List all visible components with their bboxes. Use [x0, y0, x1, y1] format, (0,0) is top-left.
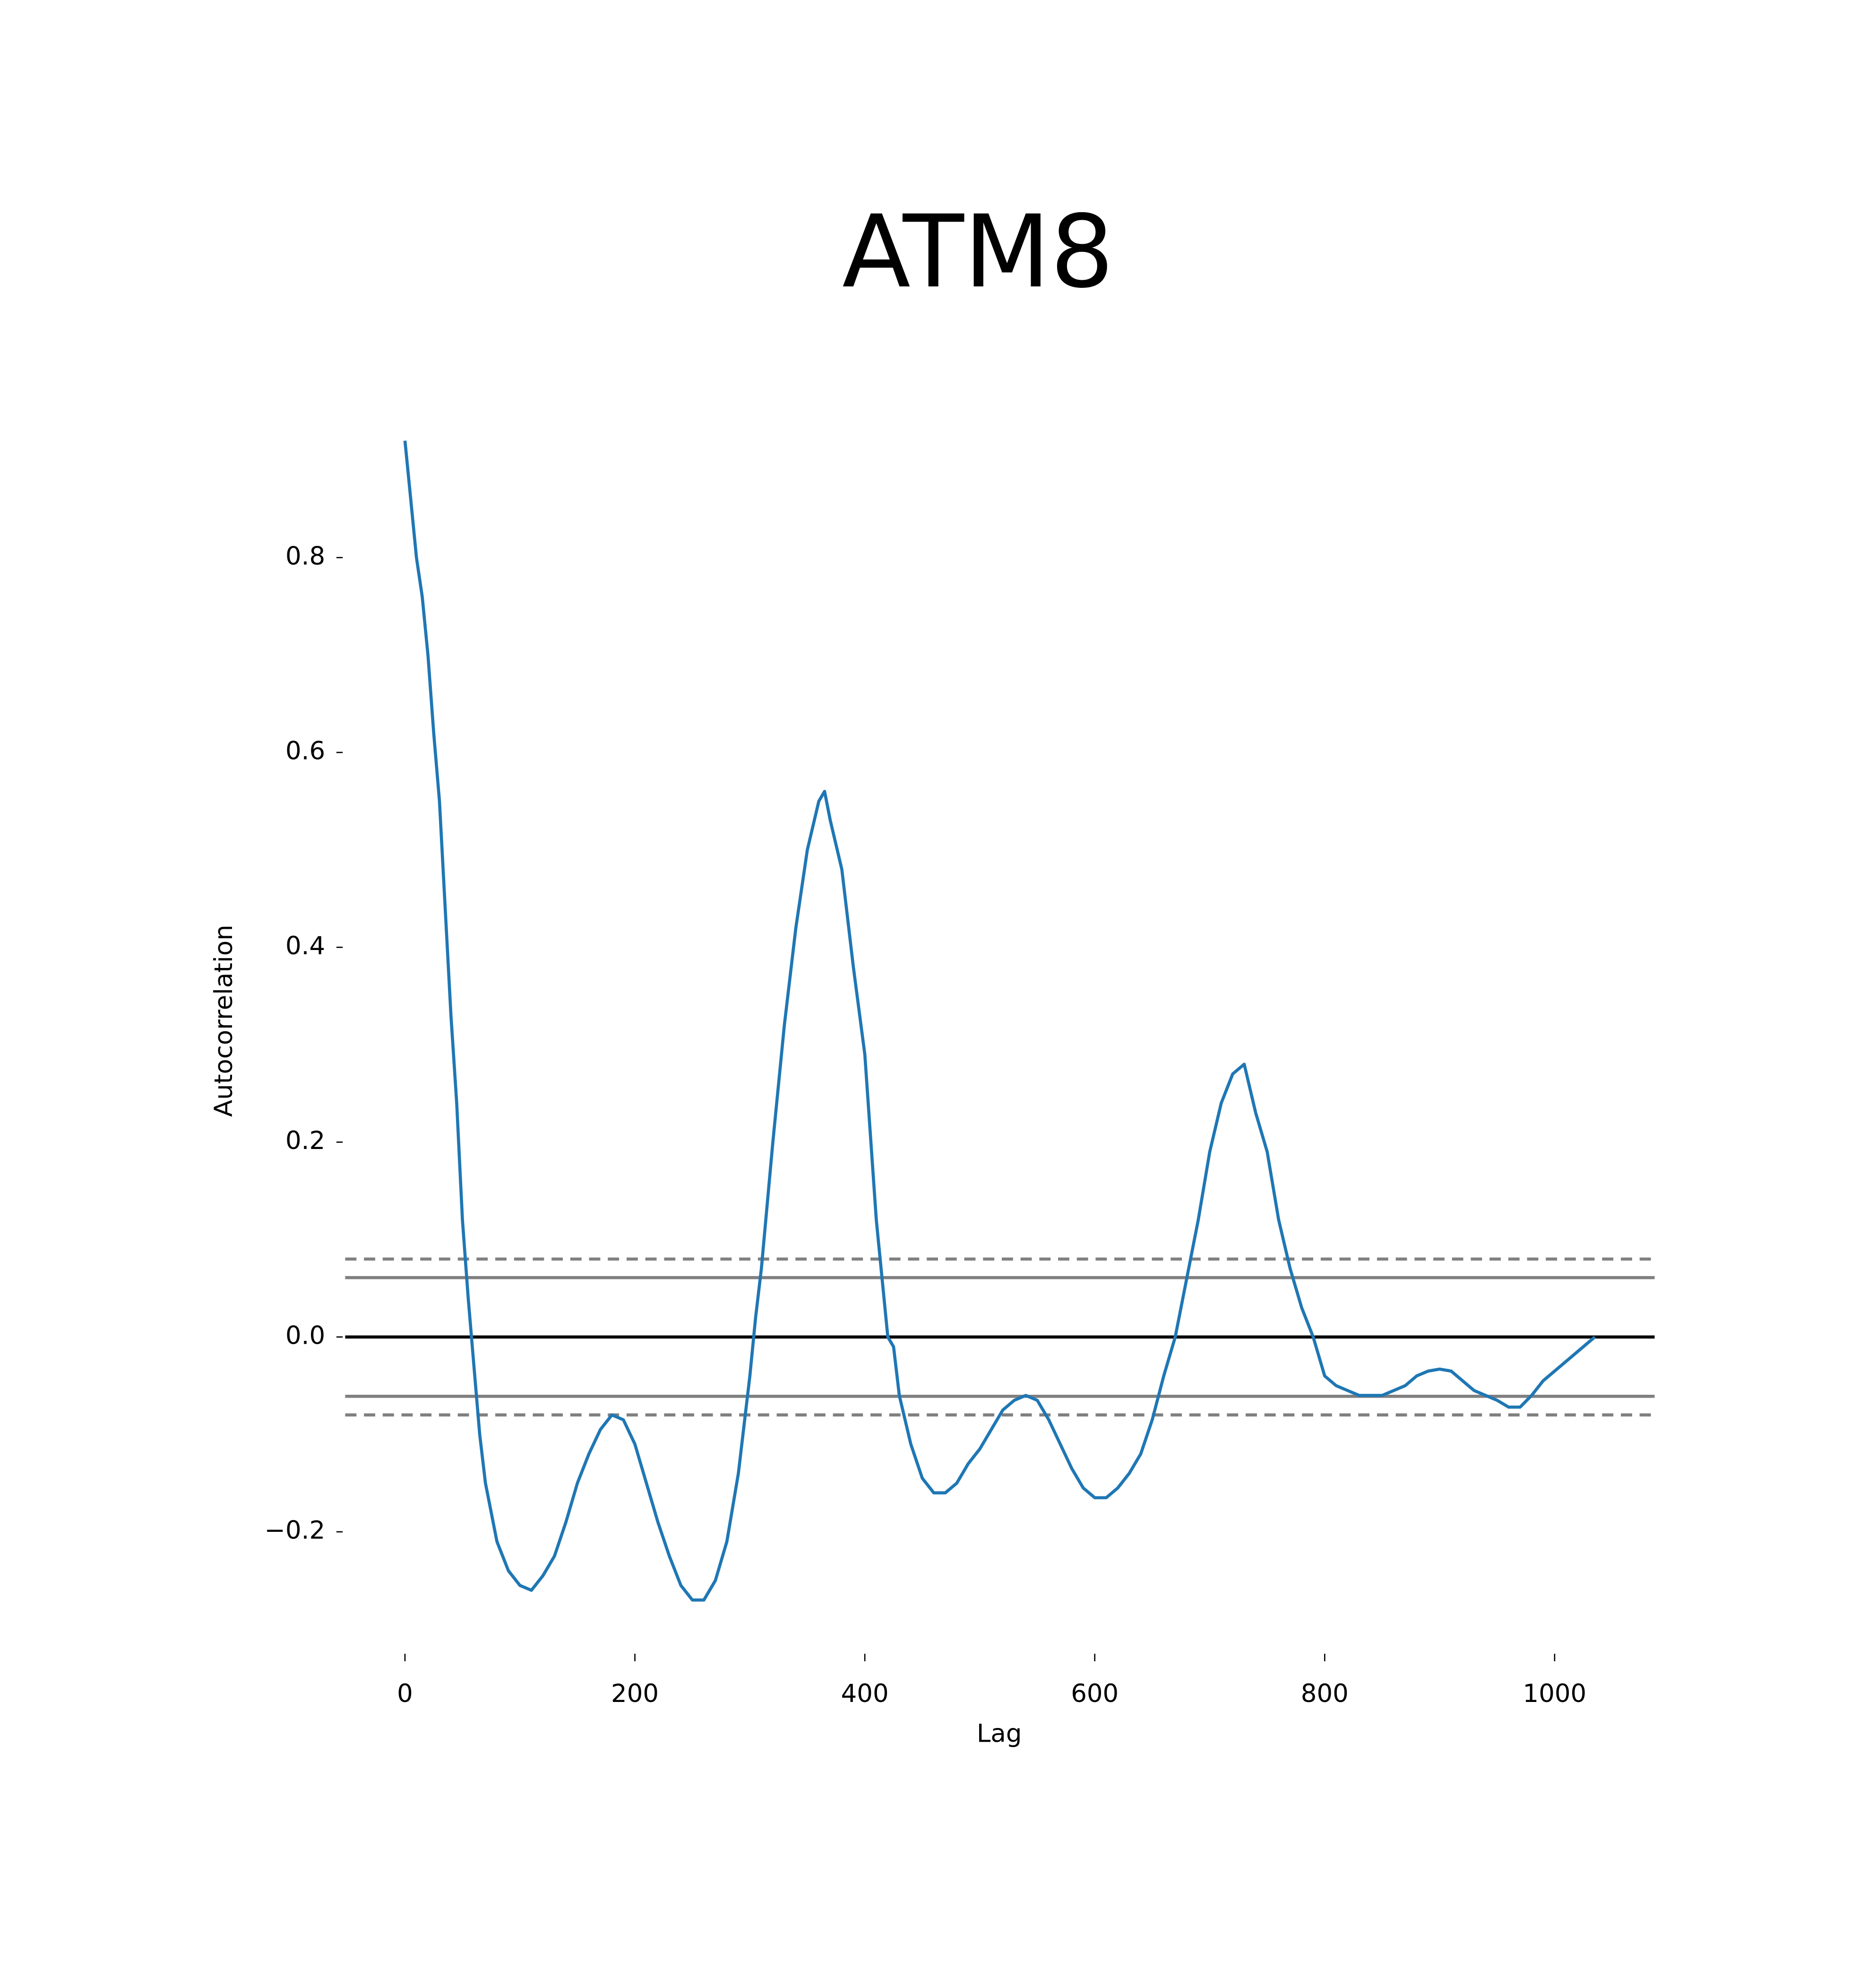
y-axis-label: Autocorrelation [209, 924, 238, 1117]
x-tick-label: 400 [841, 1679, 889, 1708]
y-tick-label: 0.4 [285, 932, 325, 960]
y-tick-label: 0.0 [285, 1321, 325, 1350]
y-tick-label: 0.8 [285, 542, 325, 570]
x-tick-label: 800 [1301, 1679, 1349, 1708]
x-tick-label: 200 [611, 1679, 659, 1708]
y-tick-label: −0.2 [265, 1516, 326, 1545]
acf-line [403, 440, 1596, 1602]
x-axis-label: Lag [977, 1719, 1022, 1748]
x-tick-label: 600 [1071, 1679, 1119, 1708]
y-tick-label: 0.2 [285, 1126, 325, 1155]
x-tick-label: 0 [397, 1679, 413, 1708]
y-tick-label: 0.6 [285, 737, 325, 766]
chart-title: ATM8 [842, 193, 1114, 310]
x-tick-label: 1000 [1523, 1679, 1587, 1708]
